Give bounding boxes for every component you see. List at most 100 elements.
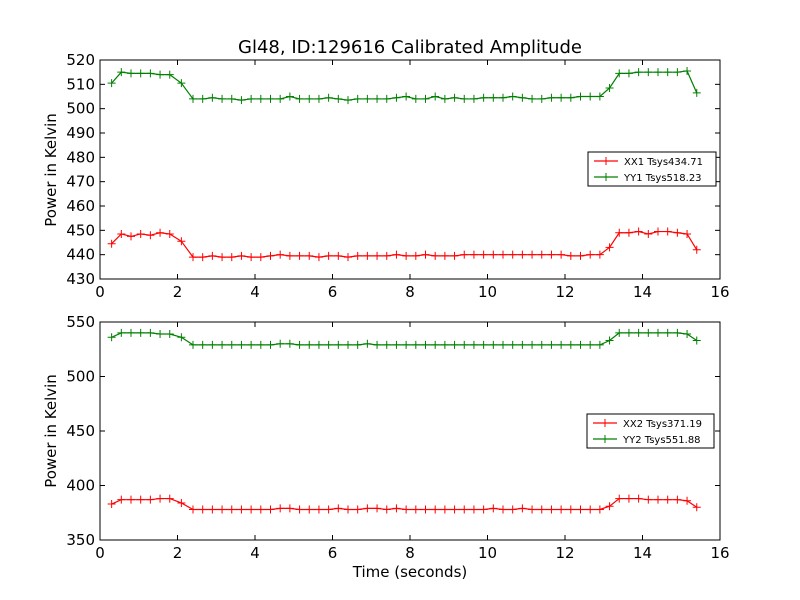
top-plot-data-point — [402, 251, 411, 260]
bottom-plot-data-point — [247, 340, 256, 349]
top-plot-data-point — [227, 94, 236, 103]
top-plot-data-point — [344, 253, 352, 262]
top-plot-data-point — [305, 251, 314, 260]
top-plot-data-point — [663, 68, 672, 77]
top-plot-data-point — [266, 251, 275, 260]
top-plot-data-point — [615, 228, 624, 237]
top-plot-y-tick-label: 510 — [66, 75, 95, 93]
bottom-plot-data-point — [673, 328, 682, 337]
top-plot-data-point — [127, 69, 135, 78]
top-plot-legend-label-1: YY1 Tsys518.23 — [623, 173, 702, 184]
bottom-plot-data-point — [363, 504, 372, 513]
top-plot-data-point — [431, 251, 440, 260]
top-plot-legend: XX1 Tsys434.71 YY1 Tsys518.23 — [587, 151, 717, 187]
bottom-plot-data-point — [673, 495, 682, 504]
bottom-plot-data-point — [644, 495, 653, 504]
bottom-plot-data-point — [576, 340, 585, 349]
bottom-plot-data-point — [547, 505, 556, 514]
top-plot-data-point — [605, 243, 614, 252]
top-plot-data-point — [518, 93, 527, 102]
top-plot-data-point — [107, 239, 116, 248]
bottom-plot-data-point — [208, 505, 217, 514]
top-plot-data-point — [605, 83, 614, 92]
bottom-plot-ticks: 0 2 4 6 8 10 12 14 16 350 400 450 500 550 — [66, 313, 729, 562]
bottom-plot-data-point — [107, 333, 116, 342]
bottom-plot-x-tick-label: 12 — [555, 544, 574, 562]
top-plot-x-tick-label: 6 — [328, 283, 338, 301]
bottom-plot-data-point — [537, 505, 546, 514]
top-plot-data-point — [392, 93, 401, 102]
bottom-plot-data-point — [305, 340, 314, 349]
top-plot-data-point — [663, 227, 672, 236]
top-plot-data-point — [189, 253, 197, 262]
top-plot-data-point — [673, 68, 682, 77]
top-plot-data-point — [136, 229, 145, 238]
bottom-plot-data-point — [237, 340, 246, 349]
top-plot-x-tick-label: 14 — [633, 283, 652, 301]
top-plot-data-point — [156, 70, 165, 79]
top-plot-data-point — [537, 94, 546, 103]
bottom-plot-data-point — [411, 340, 420, 349]
top-plot-data-point — [146, 69, 155, 78]
bottom-plot-y-axis-label: Power in Kelvin — [42, 374, 60, 488]
bottom-plot-data-point — [460, 505, 469, 514]
bottom-plot-data-point — [227, 505, 236, 514]
bottom-plot-data-point — [208, 340, 217, 349]
bottom-plot-data-point — [644, 328, 653, 337]
top-plot-data-point — [469, 250, 478, 259]
bottom-plot-y-tick-label: 350 — [66, 531, 95, 549]
bottom-plot-data-point — [440, 505, 449, 514]
top-plot-data-point — [305, 94, 314, 103]
bottom-plot-y-tick-label: 550 — [66, 313, 95, 331]
top-plot-x-tick-label: 2 — [173, 283, 183, 301]
bottom-plot-data-point — [605, 336, 614, 345]
bottom-plot-y-tick-label: 500 — [66, 368, 95, 386]
top-plot-data-point — [165, 70, 174, 79]
bottom-plot-data-point — [634, 328, 643, 337]
top-plot-data-point — [324, 93, 333, 102]
bottom-plot-data-point — [344, 505, 352, 514]
top-plot-data-point — [373, 251, 382, 260]
top-plot-data-point — [499, 93, 507, 102]
top-plot-y-tick-label: 460 — [66, 197, 95, 215]
bottom-plot-data-point — [683, 496, 692, 505]
bottom-plot-data-point — [634, 494, 643, 503]
bottom-plot-x-tick-label: 2 — [173, 544, 183, 562]
bottom-plot-data-point — [595, 505, 604, 514]
top-plot-y-tick-label: 500 — [66, 100, 95, 118]
top-plot-y-tick-label: 480 — [66, 148, 95, 166]
bottom-plot-data-point — [363, 339, 372, 348]
top-plot-data-point — [208, 93, 217, 102]
bottom-plot-data-point — [654, 495, 662, 504]
bottom-plot-data-point — [692, 503, 701, 512]
bottom-plot-legend-box — [586, 413, 715, 449]
top-plot-data-point — [237, 251, 246, 260]
top-plot-data-point — [654, 227, 662, 236]
top-plot-x-tick-label: 4 — [250, 283, 260, 301]
bottom-plot-data-point — [382, 505, 391, 514]
bottom-plot-data-point — [557, 505, 566, 514]
top-plot-data-point — [624, 69, 633, 78]
bottom-plot-data-point — [285, 339, 294, 348]
top-plot-x-tick-label: 16 — [710, 283, 729, 301]
bottom-plot-data-point — [256, 340, 265, 349]
bottom-plot-data-point — [518, 504, 527, 513]
top-plot-y-tick-label: 490 — [66, 124, 95, 142]
top-plot-data-point — [489, 250, 498, 259]
bottom-plot-data-point — [402, 340, 411, 349]
top-plot-data-point — [460, 94, 469, 103]
top-plot-data-point — [382, 251, 391, 260]
bottom-plot-legend-marker-1 — [601, 435, 609, 443]
bottom-plot-data-point — [557, 340, 566, 349]
top-plot-data-point — [177, 79, 186, 88]
bottom-plot-data-point — [411, 505, 420, 514]
top-plot-data-point — [634, 227, 643, 236]
bottom-plot-data-point — [663, 495, 672, 504]
top-plot-y-tick-label: 520 — [66, 51, 95, 69]
top-plot-data-point — [440, 94, 449, 103]
bottom-plot-data-point — [431, 505, 440, 514]
bottom-plot-data-point — [107, 500, 116, 509]
bottom-plot-data-point — [285, 504, 294, 513]
bottom-plot-data-point — [518, 340, 527, 349]
top-plot-data-point — [373, 94, 382, 103]
